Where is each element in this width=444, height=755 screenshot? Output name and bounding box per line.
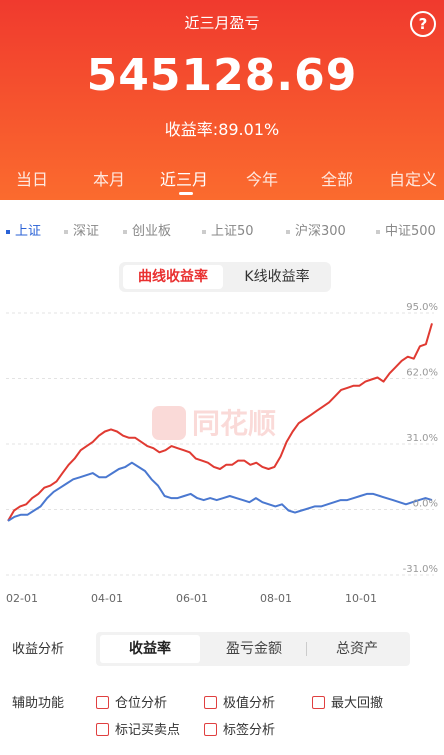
tab-custom[interactable]: 自定义: [389, 170, 438, 189]
index-csi500[interactable]: 中证500: [376, 220, 436, 239]
index-label: 深证: [73, 224, 100, 239]
chart-grid: [6, 312, 434, 576]
y-tick-label: 31.0%: [406, 433, 438, 444]
tab-total-assets[interactable]: 总资产: [336, 641, 378, 657]
chart-mode-toggle: 曲线收益率 K线收益率: [119, 262, 331, 292]
watermark-logo-icon: [152, 406, 186, 440]
index-label: 上证50: [211, 224, 254, 239]
analysis-label: 收益分析: [12, 642, 65, 657]
series-line: [7, 461, 433, 522]
aux-label: 辅助功能: [12, 696, 65, 711]
checkbox-label: 最大回撤: [331, 696, 384, 711]
profit-amount: 545128.69: [86, 50, 358, 101]
y-tick-label: 0.0%: [413, 499, 438, 510]
tab-three-months[interactable]: 近三月: [160, 170, 209, 189]
dot-icon: [6, 229, 10, 234]
x-tick-label: 06-01: [176, 592, 208, 605]
tag-analysis-checkbox[interactable]: 标签分析: [204, 719, 275, 738]
extreme-analysis-checkbox[interactable]: 极值分析: [204, 692, 275, 711]
index-label: 上证: [15, 224, 42, 239]
checkbox-icon: [312, 696, 325, 709]
active-tab-indicator: [179, 192, 193, 195]
return-chart[interactable]: 同花顺 95.0% 62.0% 31.0% 0.0% -31.0% 02-01 04-01…: [0, 300, 444, 610]
dot-icon: [286, 229, 290, 234]
y-axis-ticks: 95.0% 62.0% 31.0% 0.0% -31.0%: [403, 302, 438, 575]
index-chinext[interactable]: 创业板: [123, 220, 171, 239]
position-analysis-checkbox[interactable]: 仓位分析: [96, 692, 167, 711]
kline-return-button[interactable]: K线收益率: [244, 269, 310, 285]
checkbox-label: 标签分析: [223, 723, 276, 738]
x-tick-label: 04-01: [91, 592, 123, 605]
tab-profit-amount[interactable]: 盈亏金额: [226, 641, 282, 657]
tab-return-rate[interactable]: 收益率: [100, 635, 200, 663]
period-tabs: 当日 本月 近三月 今年 全部 自定义: [0, 166, 444, 196]
x-axis-ticks: 02-01 04-01 06-01 08-01 10-01: [6, 592, 377, 605]
return-rate: 收益率:89.01%: [164, 120, 280, 139]
x-tick-label: 02-01: [6, 592, 38, 605]
index-szse[interactable]: 深证: [64, 220, 99, 239]
x-tick-label: 08-01: [260, 592, 292, 605]
max-drawdown-checkbox[interactable]: 最大回撤: [312, 692, 383, 711]
index-label: 中证500: [385, 224, 436, 239]
analysis-section: 收益分析 收益率 盈亏金额 总资产: [0, 632, 444, 672]
divider: [306, 642, 307, 656]
analysis-tabs: 收益率 盈亏金额 总资产: [96, 632, 410, 666]
dot-icon: [376, 229, 380, 234]
tab-today[interactable]: 当日: [16, 170, 49, 189]
index-sse[interactable]: 上证: [6, 220, 41, 239]
x-tick-label: 10-01: [345, 592, 377, 605]
y-tick-label: -31.0%: [403, 564, 438, 575]
checkbox-icon: [96, 723, 109, 736]
checkbox-icon: [96, 696, 109, 709]
help-icon[interactable]: ?: [410, 11, 436, 37]
checkbox-label: 仓位分析: [115, 696, 168, 711]
checkbox-label: 标记买卖点: [115, 723, 181, 738]
curve-return-button[interactable]: 曲线收益率: [123, 265, 223, 289]
series-line: [7, 323, 433, 522]
watermark: 同花顺: [152, 406, 276, 440]
dot-icon: [202, 229, 206, 234]
checkbox-icon: [204, 696, 217, 709]
header: 近三月盈亏 ? 545128.69 收益率:89.01% 当日 本月 近三月 今…: [0, 0, 444, 200]
index-label: 创业板: [132, 224, 172, 239]
mark-trades-checkbox[interactable]: 标记买卖点: [96, 719, 180, 738]
dot-icon: [123, 229, 127, 234]
chart-series: [7, 323, 433, 522]
watermark-text: 同花顺: [192, 407, 276, 440]
index-label: 沪深300: [295, 224, 346, 239]
aux-section: 辅助功能 仓位分析 极值分析 最大回撤 标记买卖点 标签分析: [0, 690, 444, 750]
tab-this-month[interactable]: 本月: [93, 170, 126, 189]
y-tick-label: 95.0%: [406, 302, 438, 313]
y-tick-label: 62.0%: [406, 368, 438, 379]
index-sse50[interactable]: 上证50: [202, 220, 254, 239]
checkbox-label: 极值分析: [223, 696, 276, 711]
index-selector: 上证 深证 创业板 上证50 沪深300 中证500: [0, 220, 444, 240]
tab-all[interactable]: 全部: [321, 170, 354, 189]
page-title: 近三月盈亏: [184, 14, 260, 32]
checkbox-icon: [204, 723, 217, 736]
tab-this-year[interactable]: 今年: [246, 170, 279, 189]
dot-icon: [64, 229, 68, 234]
index-csi300[interactable]: 沪深300: [286, 220, 346, 239]
